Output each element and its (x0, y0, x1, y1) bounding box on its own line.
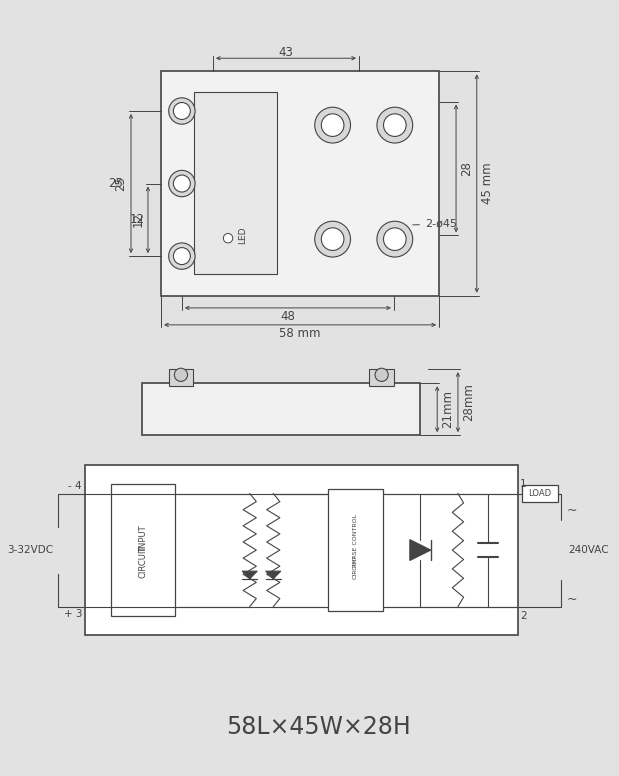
Text: 43: 43 (279, 46, 293, 59)
Bar (142, 383, 420, 435)
Circle shape (377, 221, 413, 257)
Circle shape (384, 228, 406, 251)
Text: - 4: - 4 (68, 481, 82, 491)
Polygon shape (410, 539, 431, 560)
Text: 12: 12 (131, 213, 144, 227)
Circle shape (377, 107, 413, 143)
Text: 2: 2 (520, 611, 527, 621)
Bar (85, 466, 518, 635)
Polygon shape (242, 571, 258, 579)
Text: PHASE CONTROL: PHASE CONTROL (353, 514, 358, 567)
Circle shape (173, 248, 191, 265)
Text: 28: 28 (460, 161, 473, 176)
Bar (111, 484, 175, 616)
Text: ~: ~ (566, 593, 577, 605)
Text: 21mm: 21mm (441, 390, 454, 428)
Bar (169, 369, 193, 386)
Text: 25: 25 (108, 177, 123, 190)
Text: 3-32VDC: 3-32VDC (7, 545, 54, 555)
Circle shape (375, 369, 388, 382)
Text: 2-ø45: 2-ø45 (413, 219, 457, 229)
Text: TNPUT: TNPUT (139, 525, 148, 553)
Text: 12: 12 (130, 213, 145, 227)
Circle shape (173, 175, 191, 192)
Circle shape (173, 102, 191, 120)
Bar (161, 71, 439, 296)
Text: 58 mm: 58 mm (279, 327, 321, 340)
Circle shape (175, 369, 188, 382)
Circle shape (223, 234, 233, 243)
Text: 45 mm: 45 mm (480, 163, 493, 204)
Text: + 3: + 3 (64, 609, 82, 619)
Text: 48: 48 (280, 310, 295, 323)
Text: 28mm: 28mm (462, 383, 475, 421)
Bar (370, 369, 394, 386)
Text: ~: ~ (566, 504, 577, 517)
Text: 240VAC: 240VAC (568, 545, 609, 555)
Bar (328, 489, 383, 611)
Text: CIRCUIT: CIRCUIT (139, 545, 148, 578)
Text: 58L×45W×28H: 58L×45W×28H (226, 715, 411, 740)
Circle shape (384, 114, 406, 137)
Bar (522, 485, 558, 502)
Text: 25: 25 (115, 176, 128, 191)
Circle shape (169, 243, 195, 269)
Text: LED: LED (238, 227, 248, 244)
Circle shape (169, 171, 195, 197)
Circle shape (314, 221, 350, 257)
Polygon shape (266, 571, 281, 579)
Text: LOAD: LOAD (529, 489, 552, 498)
Bar (194, 92, 277, 274)
Circle shape (321, 228, 344, 251)
Circle shape (169, 98, 195, 124)
Text: CIRCUIT: CIRCUIT (353, 555, 358, 580)
Text: 1: 1 (520, 479, 527, 489)
Circle shape (321, 114, 344, 137)
Circle shape (314, 107, 350, 143)
